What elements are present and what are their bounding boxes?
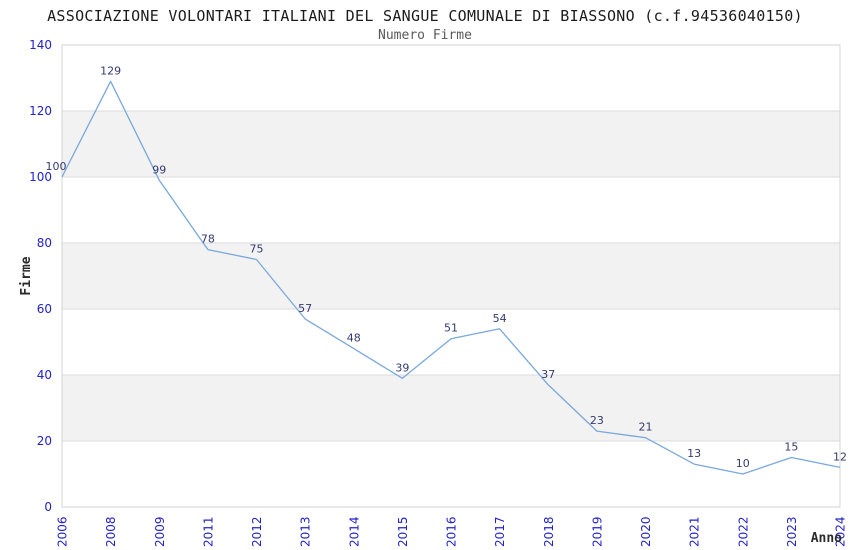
y-tick-label: 20: [37, 434, 52, 448]
y-tick-label: 140: [29, 38, 52, 52]
x-tick-label: 2022: [736, 516, 750, 547]
x-tick-label: 2012: [250, 516, 264, 547]
data-point-label: 10: [736, 457, 750, 470]
y-tick-label: 60: [37, 302, 52, 316]
y-axis-label: Firme: [19, 256, 34, 295]
y-tick-label: 40: [37, 368, 52, 382]
y-tick-label: 80: [37, 236, 52, 250]
data-point-label: 39: [395, 361, 409, 374]
plot-shaded-band: [62, 111, 840, 177]
y-tick-label: 0: [44, 500, 52, 514]
plot-border: [61, 44, 841, 508]
x-axis-label: Anno: [811, 531, 842, 546]
x-tick-label: 2013: [299, 516, 313, 547]
chart-subtitle: Numero Firme: [378, 28, 472, 43]
data-series-line: [61, 80, 841, 475]
data-point-label: 23: [590, 414, 604, 427]
data-point-label: 100: [46, 160, 67, 173]
data-point-label: 37: [541, 368, 555, 381]
x-tick-label: 2008: [104, 516, 118, 547]
plot-shaded-band: [62, 375, 840, 441]
x-tick-label: 2021: [688, 516, 702, 547]
x-tick-label: 2018: [542, 516, 556, 547]
data-point-label: 54: [493, 312, 507, 325]
data-point-label: 51: [444, 322, 458, 335]
x-tick-label: 2020: [639, 516, 653, 547]
x-tick-label: 2023: [785, 516, 799, 547]
plot-shaded-band: [62, 243, 840, 309]
x-tick-label: 2024: [834, 516, 848, 547]
data-point-label: 99: [152, 163, 166, 176]
x-tick-label: 2016: [445, 516, 459, 547]
y-tick-label: 100: [29, 170, 52, 184]
data-point-label: 21: [639, 421, 653, 434]
x-tick-label: 2019: [590, 516, 604, 547]
chart-title: ASSOCIAZIONE VOLONTARI ITALIANI DEL SANG…: [47, 7, 803, 25]
data-point-label: 78: [201, 233, 215, 246]
data-point-label: 12: [833, 450, 847, 463]
data-point-label: 13: [687, 447, 701, 460]
x-tick-label: 2009: [153, 516, 167, 547]
data-point-label: 57: [298, 302, 312, 315]
data-point-label: 48: [347, 332, 361, 345]
y-tick-label: 120: [29, 104, 52, 118]
data-point-label: 129: [100, 64, 121, 77]
x-tick-label: 2017: [493, 516, 507, 547]
data-point-label: 15: [784, 441, 798, 454]
x-tick-label: 2006: [56, 516, 70, 547]
data-point-label: 75: [250, 243, 264, 256]
x-tick-label: 2011: [201, 516, 215, 547]
x-tick-label: 2014: [347, 516, 361, 547]
x-tick-label: 2015: [396, 516, 410, 547]
